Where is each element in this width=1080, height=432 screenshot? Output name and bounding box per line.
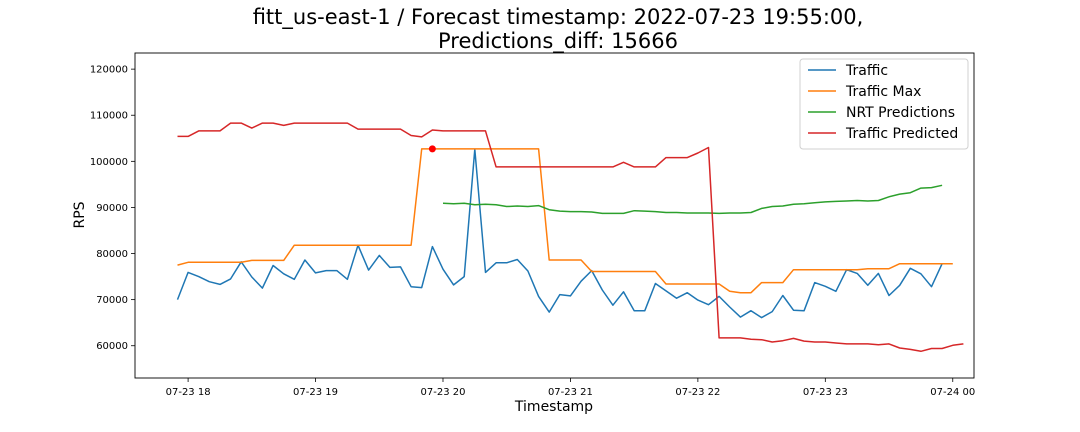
axis-ticks: 07-23 18 07-23 19 07-23 20 07-23 21 07-23 22… bbox=[90, 65, 975, 398]
legend: Traffic Traffic Max NRT Predictions Traffic… bbox=[799, 58, 969, 150]
legend-label-0: Traffic bbox=[845, 63, 888, 79]
series-line-0 bbox=[176, 148, 943, 319]
legend-box bbox=[799, 58, 969, 150]
y-axis-label: RPS bbox=[72, 201, 88, 228]
legend-label-2: NRT Predictions bbox=[846, 105, 955, 121]
legend-label-1: Traffic Max bbox=[845, 84, 921, 100]
x-tick-label: 07-23 19 bbox=[293, 387, 338, 398]
y-tick-label: 120000 bbox=[90, 65, 128, 76]
chart-title-line1: fitt_us-east-1 / Forecast timestamp: 202… bbox=[253, 5, 864, 30]
plot-frame bbox=[134, 52, 975, 379]
x-axis-label: Timestamp bbox=[514, 399, 593, 415]
x-tick-label: 07-23 23 bbox=[803, 387, 848, 398]
legend-label-3: Traffic Predicted bbox=[845, 126, 958, 142]
y-tick-label: 100000 bbox=[90, 157, 128, 168]
x-tick-label: 07-23 20 bbox=[421, 387, 466, 398]
y-tick-label: 80000 bbox=[96, 249, 128, 260]
series-line-1 bbox=[177, 148, 953, 294]
plot-area bbox=[176, 122, 964, 353]
series-line-2 bbox=[442, 184, 943, 215]
series-line-3 bbox=[177, 122, 964, 353]
x-tick-label: 07-23 22 bbox=[675, 387, 720, 398]
y-tick-label: 90000 bbox=[96, 203, 128, 214]
x-tick-label: 07-24 00 bbox=[930, 387, 975, 398]
y-tick-label: 110000 bbox=[90, 111, 128, 122]
forecast-marker bbox=[428, 145, 436, 153]
y-tick-label: 70000 bbox=[96, 295, 128, 306]
y-tick-label: 60000 bbox=[96, 341, 128, 352]
chart-title-line2: Predictions_diff: 15666 bbox=[438, 29, 678, 54]
x-tick-label: 07-23 21 bbox=[548, 387, 593, 398]
x-tick-label: 07-23 18 bbox=[166, 387, 211, 398]
